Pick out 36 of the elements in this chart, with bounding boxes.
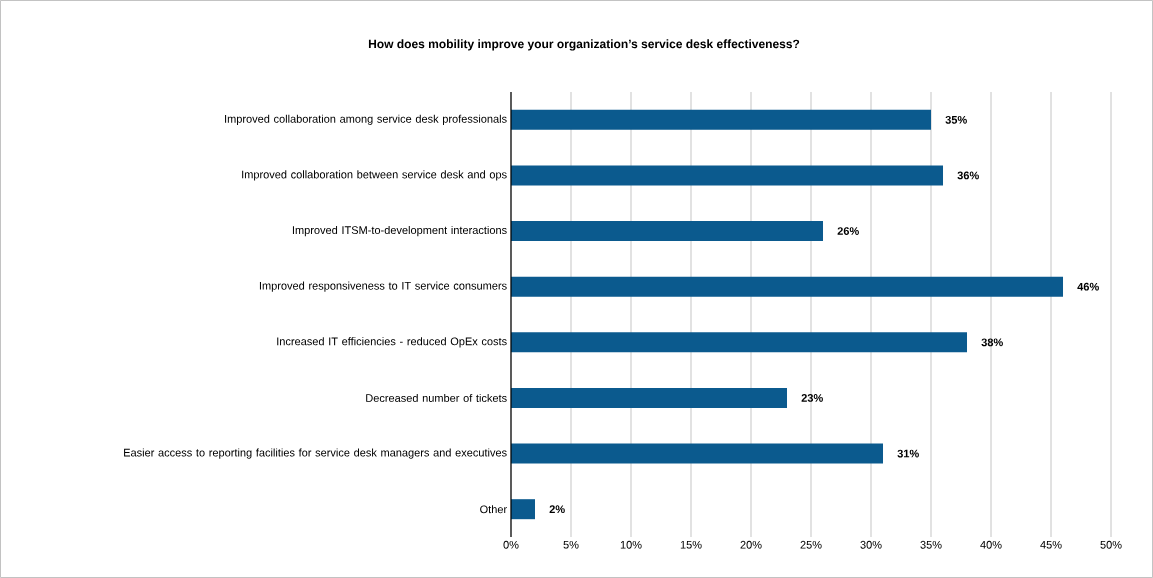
y-tick-label: Decreased number of tickets [366,393,507,402]
y-tick-label: Improved collaboration between service desk and ops [242,170,507,181]
bar [511,165,944,186]
x-tick-label: 30% [860,540,882,549]
y-tick-label: Improved ITSM-to-development interactions [292,225,507,237]
y-tick-label: Increased IT efficiencies - reduced OpEx costs [277,337,507,348]
data-label: 23% [801,394,823,402]
data-label: 38% [981,338,1003,347]
data-label: 46% [1077,282,1099,291]
x-tick-label: 20% [740,540,762,549]
bar [511,276,1064,297]
x-tick-label: 10% [620,540,642,549]
data-label: 36% [957,171,979,180]
bar [511,332,968,353]
bar [511,499,535,520]
x-tick-label: 35% [920,540,942,549]
y-tick-label: Improved collaboration among service desk professionals [225,114,507,125]
bar [511,221,823,242]
y-tick-label: Easier access to reporting facilities for service desk managers and executives [124,448,507,459]
x-tick-label: 40% [980,540,1002,549]
x-tick-label: 50% [1100,540,1122,549]
data-label: 2% [549,505,565,514]
data-label: 31% [897,449,919,458]
x-tick-label: 0% [503,540,519,549]
data-label: 35% [945,115,967,124]
x-tick-label: 45% [1040,540,1062,549]
x-tick-label: 15% [680,540,702,549]
x-tick-label: 5% [563,540,579,549]
bar [511,387,787,408]
chart-title: How does mobility improve your organization’s service desk effectiveness? [368,39,800,51]
y-tick-label: Improved responsiveness to IT service consumers [259,281,507,292]
y-tick-label: Other [480,505,507,514]
bar [511,443,883,464]
data-label: 26% [837,227,859,235]
x-tick-label: 25% [800,540,822,549]
bar [511,109,931,130]
